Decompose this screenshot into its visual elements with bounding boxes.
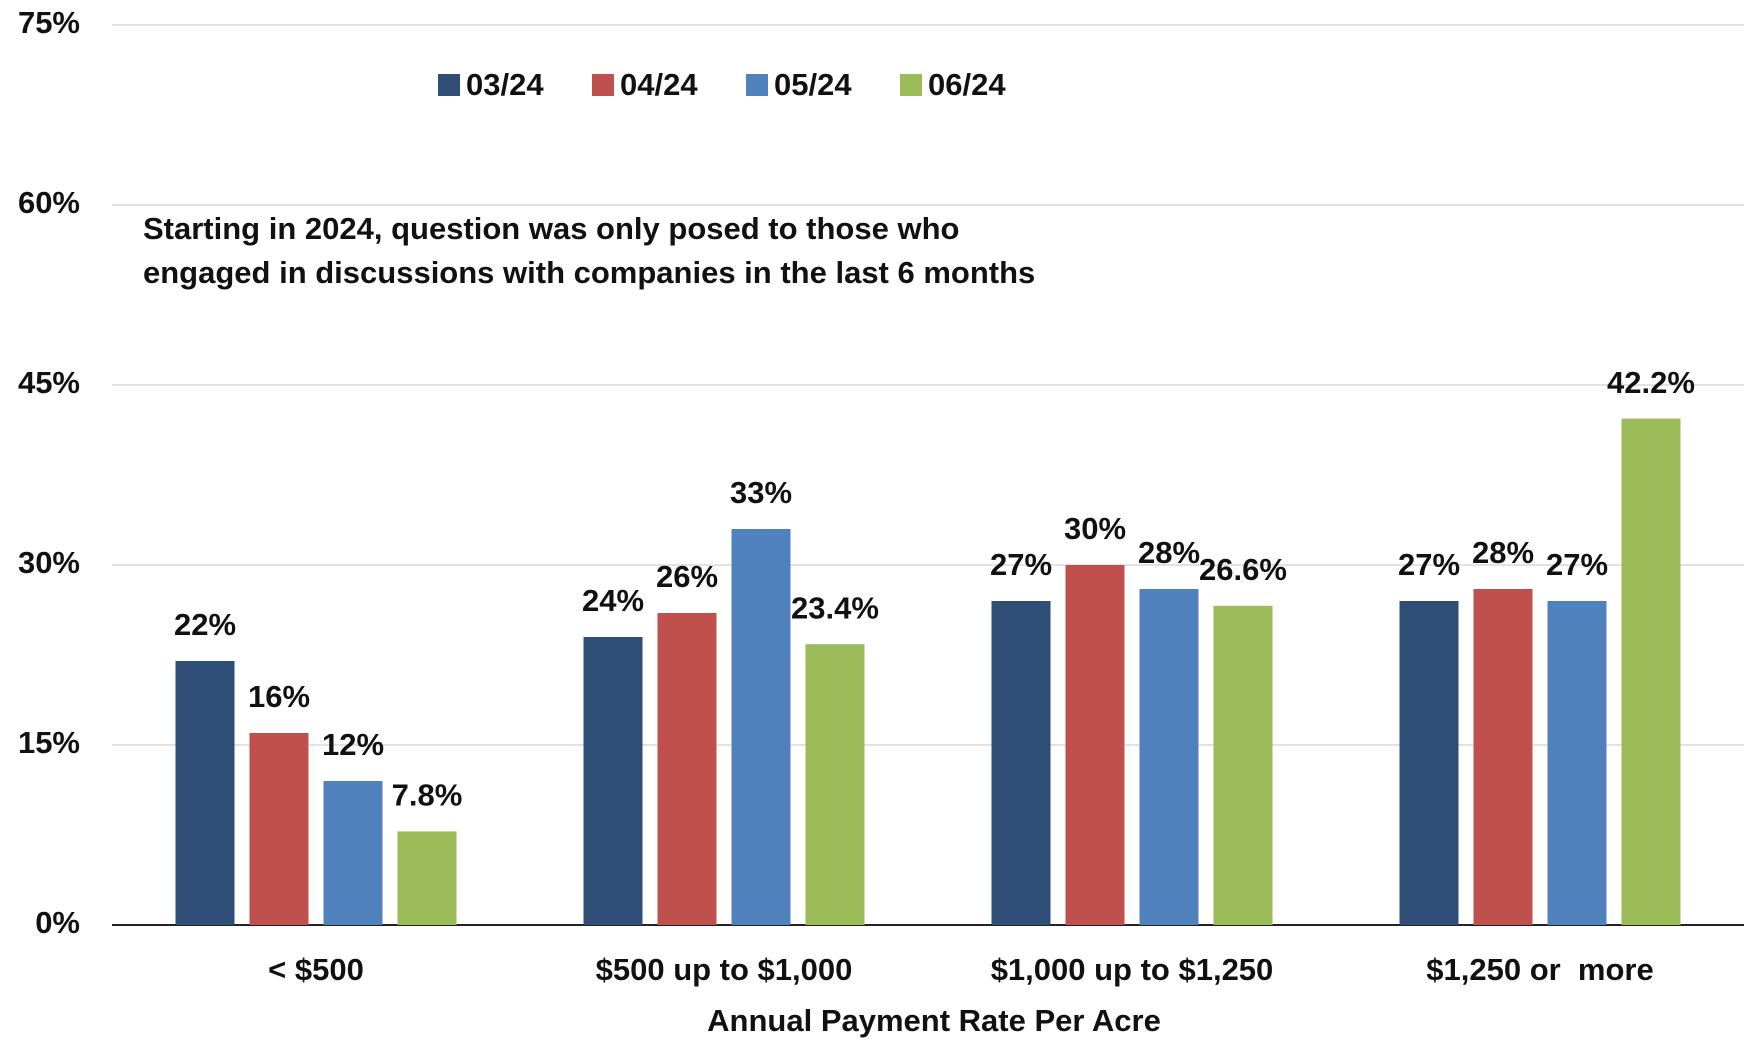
bar bbox=[584, 637, 643, 925]
legend-swatch bbox=[746, 74, 768, 96]
bar bbox=[1066, 565, 1125, 925]
data-label: 12% bbox=[322, 727, 384, 762]
data-label: 23.4% bbox=[791, 590, 879, 625]
data-label: 24% bbox=[582, 583, 644, 618]
x-tick-label: < $500 bbox=[268, 952, 364, 987]
data-label: 27% bbox=[1398, 547, 1460, 582]
data-label: 26% bbox=[656, 559, 718, 594]
y-tick-label: 0% bbox=[35, 905, 80, 940]
legend-label: 05/24 bbox=[774, 67, 852, 102]
x-axis-title: Annual Payment Rate Per Acre bbox=[707, 1003, 1161, 1038]
annotation: Starting in 2024, question was only pose… bbox=[143, 211, 959, 246]
x-tick-label: $500 up to $1,000 bbox=[596, 952, 853, 987]
data-label: 28% bbox=[1472, 535, 1534, 570]
bar bbox=[1548, 601, 1607, 925]
data-label: 16% bbox=[248, 679, 310, 714]
legend-label: 04/24 bbox=[620, 67, 698, 102]
data-label: 42.2% bbox=[1607, 365, 1695, 400]
legend-swatch bbox=[438, 74, 460, 96]
x-tick-label: $1,000 up to $1,250 bbox=[991, 952, 1274, 987]
data-label: 7.8% bbox=[392, 778, 463, 813]
bar bbox=[806, 644, 865, 925]
bar bbox=[1214, 606, 1273, 925]
x-tick-label: $1,250 or more bbox=[1426, 952, 1653, 987]
data-label: 27% bbox=[1546, 547, 1608, 582]
y-tick-label: 15% bbox=[18, 725, 80, 760]
bar bbox=[658, 613, 717, 925]
legend-swatch bbox=[592, 74, 614, 96]
data-label: 33% bbox=[730, 475, 792, 510]
chart: Starting in 2024, question was only pose… bbox=[0, 0, 1748, 1051]
page: Starting in 2024, question was only pose… bbox=[0, 0, 1748, 1051]
bar bbox=[398, 831, 457, 925]
y-tick-label: 45% bbox=[18, 365, 80, 400]
bar bbox=[992, 601, 1051, 925]
bar bbox=[732, 529, 791, 925]
y-tick-label: 30% bbox=[18, 545, 80, 580]
bar bbox=[250, 733, 309, 925]
data-label: 28% bbox=[1138, 535, 1200, 570]
legend-label: 03/24 bbox=[466, 67, 544, 102]
data-label: 22% bbox=[174, 607, 236, 642]
legend-swatch bbox=[900, 74, 922, 96]
y-tick-label: 75% bbox=[18, 5, 80, 40]
bar bbox=[1140, 589, 1199, 925]
data-label: 30% bbox=[1064, 511, 1126, 546]
bar bbox=[1622, 419, 1681, 925]
legend-label: 06/24 bbox=[928, 67, 1006, 102]
bar bbox=[1474, 589, 1533, 925]
bar bbox=[324, 781, 383, 925]
y-tick-label: 60% bbox=[18, 185, 80, 220]
data-label: 26.6% bbox=[1199, 552, 1287, 587]
data-label: 27% bbox=[990, 547, 1052, 582]
annotation: engaged in discussions with companies in… bbox=[143, 255, 1035, 290]
bar bbox=[176, 661, 235, 925]
bar bbox=[1400, 601, 1459, 925]
